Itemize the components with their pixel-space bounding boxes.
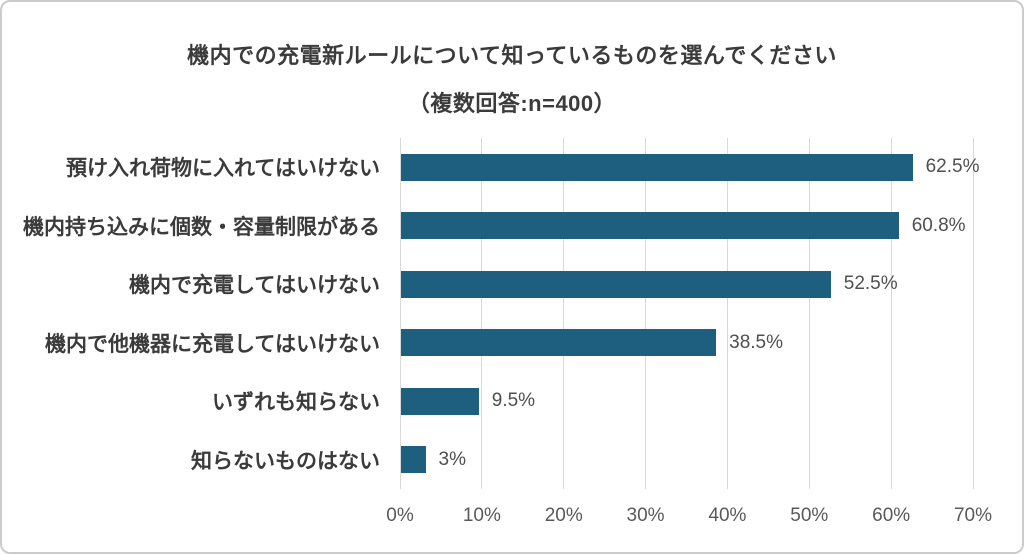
category-label: 機内で充電してはいけない xyxy=(129,274,380,298)
x-axis-tick-label: 60% xyxy=(872,505,911,526)
category-label: 機内持ち込みに個数・容量制限がある xyxy=(23,215,380,239)
value-label: 60.8% xyxy=(911,214,966,236)
x-axis-tick-label: 0% xyxy=(386,505,414,526)
value-label: 52.5% xyxy=(843,273,898,295)
bar-row: 知らないものはない 3% xyxy=(2,431,1022,490)
category-label: 知らないものはない xyxy=(191,449,380,473)
bar xyxy=(401,446,426,474)
bar xyxy=(401,153,913,181)
category-label: 預け入れ荷物に入れてはいけない xyxy=(66,157,380,181)
bar-row: いずれも知らない 9.5% xyxy=(2,372,1022,431)
value-label: 3% xyxy=(438,448,467,470)
bar xyxy=(401,212,899,240)
bar xyxy=(401,329,717,357)
bar xyxy=(401,387,479,415)
bar-row: 機内で他機器に充電してはいけない 38.5% xyxy=(2,314,1022,373)
x-axis-tick-label: 30% xyxy=(626,505,665,526)
x-axis: 0% 10% 20% 30% 40% 50% 60% 70% xyxy=(2,505,1022,531)
gridline xyxy=(399,138,401,489)
bar-row: 機内で充電してはいけない 52.5% xyxy=(2,255,1022,314)
bar-row: 預け入れ荷物に入れてはいけない 62.5% xyxy=(2,138,1022,197)
bar-row: 機内持ち込みに個数・容量制限がある 60.8% xyxy=(2,197,1022,256)
x-axis-tick-label: 20% xyxy=(544,505,583,526)
gridline xyxy=(563,138,565,489)
category-label: いずれも知らない xyxy=(212,391,380,415)
plot-area: 預け入れ荷物に入れてはいけない 62.5% 機内持ち込みに個数・容量制限がある 60.… xyxy=(2,138,1022,490)
bar xyxy=(401,270,831,298)
value-label: 9.5% xyxy=(491,390,536,412)
gridline xyxy=(645,138,647,489)
gridline xyxy=(890,138,892,489)
gridline xyxy=(481,138,483,489)
x-axis-tick-label: 50% xyxy=(790,505,829,526)
gridline xyxy=(972,138,974,489)
chart-subtitle: （複数回答:n=400） xyxy=(407,91,617,116)
gridline xyxy=(726,138,728,489)
value-label: 38.5% xyxy=(729,331,784,353)
x-axis-tick-label: 10% xyxy=(462,505,501,526)
chart-title: 機内での充電新ルールについて知っているものを選んでください xyxy=(187,43,837,68)
value-label: 62.5% xyxy=(925,156,980,178)
x-axis-tick-label: 70% xyxy=(953,505,993,526)
x-axis-tick-label: 40% xyxy=(708,505,747,526)
gridline xyxy=(808,138,810,489)
category-label: 機内で他機器に充電してはいけない xyxy=(45,332,380,356)
